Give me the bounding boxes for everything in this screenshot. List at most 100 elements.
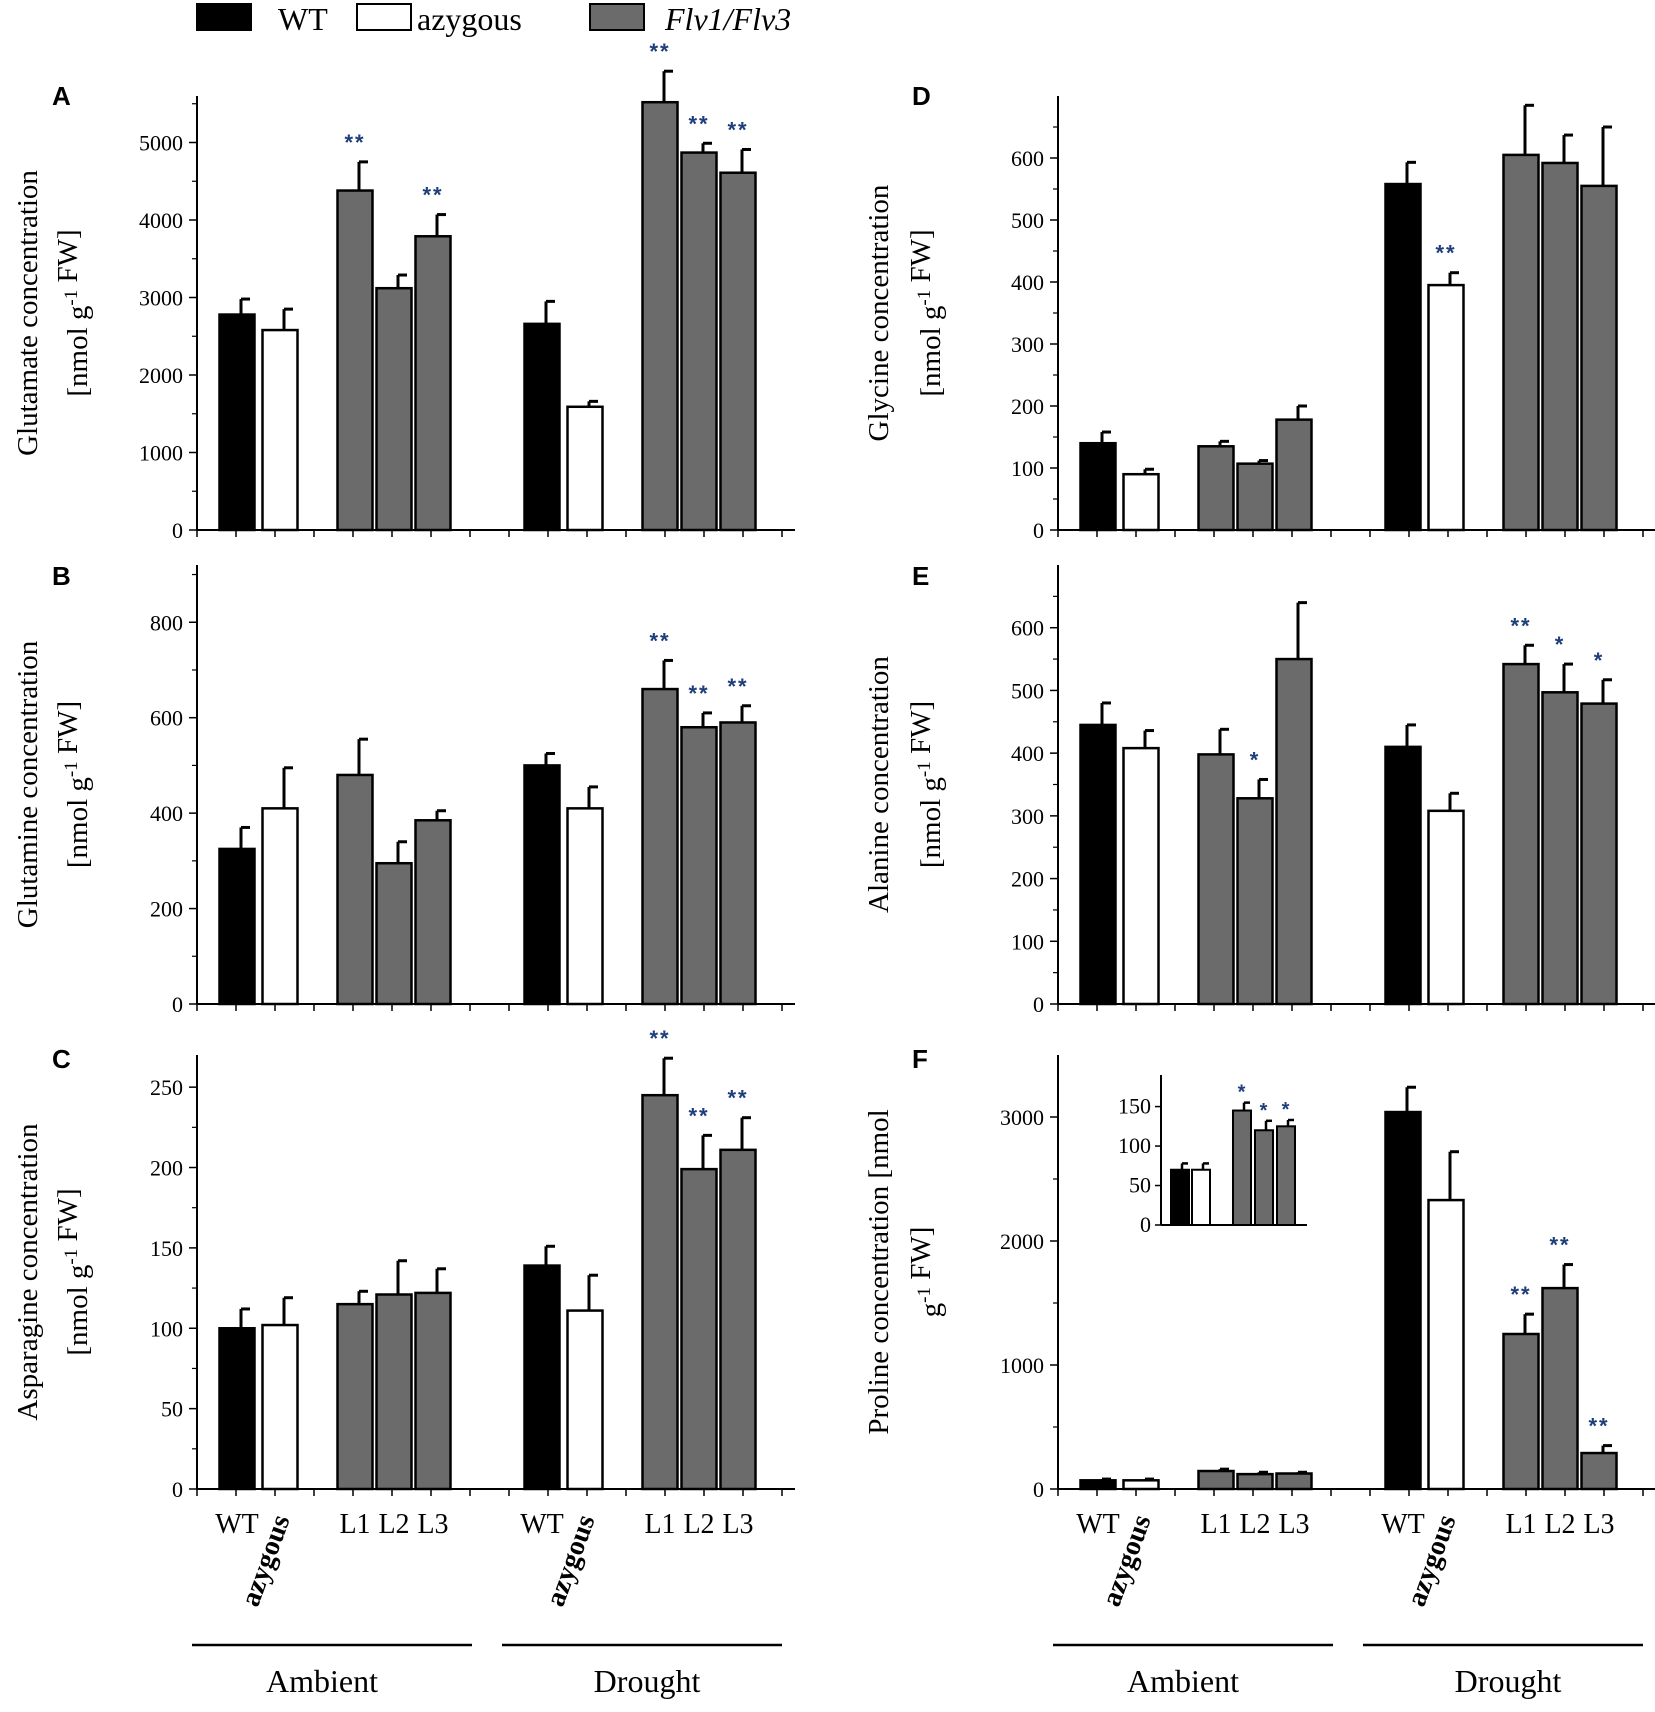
bar-ambient-l3 <box>414 235 452 532</box>
bar-ambient-l2 <box>1236 797 1274 1006</box>
y-tick-label: 100 <box>150 1316 183 1341</box>
significance-marker: ** <box>727 117 748 142</box>
legend-swatch-1 <box>356 3 412 31</box>
x-category-label-l2: L2 <box>378 1509 409 1540</box>
y-tick-label: 200 <box>1011 867 1044 892</box>
significance-marker: ** <box>727 674 748 699</box>
significance-marker: * <box>1250 747 1261 772</box>
bar-drought-l1 <box>641 1093 679 1491</box>
bar-drought-l1 <box>641 687 679 1006</box>
significance-marker: ** <box>422 183 443 208</box>
bar-ambient-l2 <box>375 861 413 1006</box>
legend: WT azygous Flv1/Flv3 <box>196 1 791 37</box>
bar-drought-l1 <box>641 100 679 532</box>
y-axis-label-line2: g-1 FW] <box>905 1227 947 1318</box>
bar-drought-l1 <box>1502 153 1540 532</box>
y-tick-label: 2000 <box>1000 1229 1044 1254</box>
y-tick-label: 500 <box>1011 208 1044 233</box>
bar-drought-wt <box>523 322 561 532</box>
x-category-label-l1: L1 <box>1505 1509 1536 1540</box>
inset-y-tick-label: 0 <box>1140 1212 1151 1237</box>
group-label-ambient: Ambient <box>1127 1663 1239 1699</box>
inset-bar-azygous <box>1191 1168 1211 1226</box>
y-tick-label: 200 <box>150 1156 183 1181</box>
bar-ambient-l1 <box>1197 753 1235 1006</box>
y-axis-label-line2: [nmol g-1 FW] <box>52 1188 94 1355</box>
y-tick-label: 3000 <box>1000 1105 1044 1130</box>
bar-ambient-l2 <box>1236 1472 1274 1491</box>
inset-bar-wt <box>1170 1168 1190 1226</box>
y-tick-label: 600 <box>150 706 183 731</box>
bar-ambient-l1 <box>1197 445 1235 532</box>
y-tick-label: 5000 <box>139 131 183 156</box>
panel-letter-B: B <box>52 561 71 591</box>
bar-drought-azygous <box>1427 809 1465 1006</box>
significance-marker: ** <box>1510 1282 1531 1307</box>
y-tick-label: 4000 <box>139 208 183 233</box>
y-tick-label: 0 <box>1033 1477 1044 1502</box>
x-category-label-l1: L1 <box>339 1509 370 1540</box>
y-tick-label: 0 <box>1033 992 1044 1017</box>
x-category-label-wt: WT <box>215 1509 259 1540</box>
significance-marker: ** <box>688 681 709 706</box>
y-tick-label: 400 <box>1011 741 1044 766</box>
inset-significance-marker: * <box>1260 1100 1269 1122</box>
y-tick-label: 400 <box>1011 270 1044 295</box>
bar-ambient-wt <box>1079 441 1117 532</box>
significance-marker: ** <box>649 628 670 653</box>
bar-drought-l2 <box>680 1167 718 1491</box>
bar-drought-azygous <box>1427 283 1465 532</box>
bar-drought-azygous <box>566 807 604 1006</box>
y-tick-label: 800 <box>150 610 183 635</box>
bar-ambient-wt <box>218 313 256 532</box>
y-tick-label: 0 <box>1033 518 1044 543</box>
significance-marker: ** <box>688 111 709 136</box>
group-label-ambient: Ambient <box>266 1663 378 1699</box>
panel-B: B 0 200 400 600 800 Glutamine concentration [nm… <box>12 561 795 1017</box>
bar-ambient-wt <box>1079 1479 1117 1491</box>
bar-ambient-l1 <box>336 189 374 532</box>
x-category-label-wt: WT <box>1076 1509 1120 1540</box>
x-category-label-l3: L3 <box>1583 1509 1614 1540</box>
legend-swatch-2 <box>589 3 645 31</box>
y-tick-label: 600 <box>1011 146 1044 171</box>
bar-drought-wt <box>523 1264 561 1491</box>
bar-drought-l3 <box>719 1148 757 1491</box>
bar-ambient-wt <box>1079 723 1117 1006</box>
panel-letter-E: E <box>912 561 929 591</box>
y-tick-label: 0 <box>172 992 183 1017</box>
y-axis-label-line2: [nmol g-1 FW] <box>52 229 94 396</box>
y-axis-label-line1: Glutamine concentration <box>12 640 44 928</box>
y-tick-label: 400 <box>150 801 183 826</box>
x-category-label-l3: L3 <box>722 1509 753 1540</box>
y-tick-label: 200 <box>1011 394 1044 419</box>
x-category-label-l3: L3 <box>1278 1509 1309 1540</box>
inset-bar-l3 <box>1276 1125 1296 1227</box>
bar-drought-l2 <box>680 725 718 1006</box>
legend-label-2: Flv1/Flv3 <box>664 1 791 37</box>
bar-drought-wt <box>523 764 561 1006</box>
panel-D: D 0 100 200 300 400 500 600 Glycine concentratio… <box>863 81 1655 543</box>
significance-marker: ** <box>649 39 670 64</box>
bar-ambient-l3 <box>1275 657 1313 1006</box>
panel-A: A 0 1000 2000 3000 4000 5000 Glutamate concentr… <box>12 39 795 543</box>
panel-letter-A: A <box>52 81 71 111</box>
panel-letter-F: F <box>912 1044 928 1074</box>
panel-C: C 0 50 100 150 200 250 Asparagine concentration… <box>12 1026 795 1699</box>
y-tick-label: 100 <box>1011 456 1044 481</box>
y-tick-label: 500 <box>1011 678 1044 703</box>
y-tick-label: 1000 <box>139 441 183 466</box>
bar-ambient-azygous <box>261 328 299 532</box>
y-axis-label-line1: Glycine concentration <box>863 184 895 441</box>
panel-letter-C: C <box>52 1044 71 1074</box>
significance-marker: ** <box>727 1086 748 1111</box>
bar-drought-azygous <box>566 405 604 532</box>
y-tick-label: 300 <box>1011 332 1044 357</box>
x-category-label-l2: L2 <box>1239 1509 1270 1540</box>
y-tick-label: 300 <box>1011 804 1044 829</box>
legend-swatch-0 <box>196 3 252 31</box>
y-axis-label-line1: Proline concentration [nmol <box>863 1109 895 1434</box>
